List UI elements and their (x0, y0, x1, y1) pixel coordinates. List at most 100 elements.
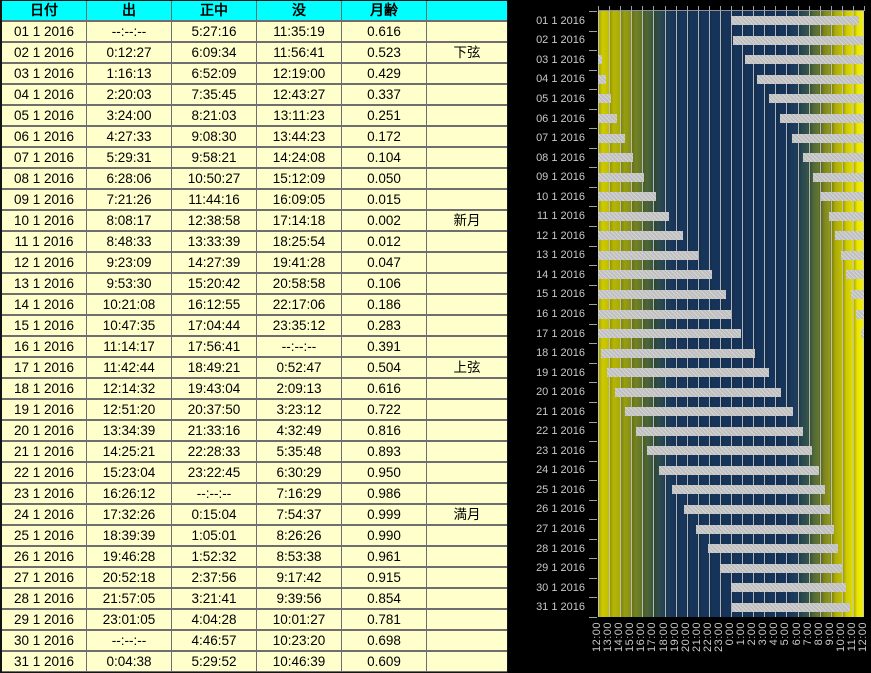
cell-age[interactable]: 0.012 (342, 232, 426, 251)
cell-rise[interactable]: 6:28:06 (87, 169, 171, 188)
cell-set[interactable]: 13:44:23 (257, 127, 341, 146)
cell-date[interactable]: 27 1 2016 (2, 568, 86, 587)
header-rise[interactable]: 出 (87, 1, 171, 20)
cell-phase[interactable] (427, 337, 507, 356)
cell-rise[interactable]: 11:14:17 (87, 337, 171, 356)
cell-transit[interactable]: 6:09:34 (172, 43, 256, 62)
cell-transit[interactable]: 9:58:21 (172, 148, 256, 167)
cell-phase[interactable] (427, 316, 507, 335)
cell-age[interactable]: 0.781 (342, 610, 426, 629)
cell-date[interactable]: 07 1 2016 (2, 148, 86, 167)
cell-age[interactable]: 0.609 (342, 652, 426, 671)
cell-transit[interactable]: 4:46:57 (172, 631, 256, 650)
cell-transit[interactable]: 11:44:16 (172, 190, 256, 209)
cell-set[interactable]: 2:09:13 (257, 379, 341, 398)
cell-age[interactable]: 0.523 (342, 43, 426, 62)
cell-date[interactable]: 14 1 2016 (2, 295, 86, 314)
cell-transit[interactable]: 1:05:01 (172, 526, 256, 545)
cell-set[interactable]: 17:14:18 (257, 211, 341, 230)
cell-set[interactable]: 9:39:56 (257, 589, 341, 608)
cell-date[interactable]: 21 1 2016 (2, 442, 86, 461)
cell-age[interactable]: 0.186 (342, 295, 426, 314)
cell-phase[interactable] (427, 190, 507, 209)
cell-rise[interactable]: 21:57:05 (87, 589, 171, 608)
cell-set[interactable]: 12:43:27 (257, 85, 341, 104)
cell-age[interactable]: 0.104 (342, 148, 426, 167)
cell-transit[interactable]: 16:12:55 (172, 295, 256, 314)
cell-set[interactable]: --:--:-- (257, 337, 341, 356)
cell-rise[interactable]: 13:34:39 (87, 421, 171, 440)
cell-rise[interactable]: 9:53:30 (87, 274, 171, 293)
cell-rise[interactable]: 10:47:35 (87, 316, 171, 335)
header-date[interactable]: 日付 (2, 1, 86, 20)
cell-age[interactable]: 0.283 (342, 316, 426, 335)
header-age[interactable]: 月齢 (342, 1, 426, 20)
cell-date[interactable]: 11 1 2016 (2, 232, 86, 251)
cell-age[interactable]: 0.002 (342, 211, 426, 230)
cell-set[interactable]: 23:35:12 (257, 316, 341, 335)
cell-rise[interactable]: --:--:-- (87, 631, 171, 650)
cell-transit[interactable]: 3:21:41 (172, 589, 256, 608)
cell-rise[interactable]: 9:23:09 (87, 253, 171, 272)
cell-date[interactable]: 26 1 2016 (2, 547, 86, 566)
cell-rise[interactable]: 0:04:38 (87, 652, 171, 671)
cell-date[interactable]: 04 1 2016 (2, 85, 86, 104)
cell-set[interactable]: 5:35:48 (257, 442, 341, 461)
cell-date[interactable]: 03 1 2016 (2, 64, 86, 83)
cell-transit[interactable]: 5:27:16 (172, 22, 256, 41)
cell-phase[interactable] (427, 169, 507, 188)
cell-age[interactable]: 0.915 (342, 568, 426, 587)
cell-date[interactable]: 29 1 2016 (2, 610, 86, 629)
cell-transit[interactable]: --:--:-- (172, 484, 256, 503)
header-transit[interactable]: 正中 (172, 1, 256, 20)
cell-phase[interactable] (427, 253, 507, 272)
cell-date[interactable]: 10 1 2016 (2, 211, 86, 230)
cell-phase[interactable] (427, 379, 507, 398)
cell-set[interactable]: 7:16:29 (257, 484, 341, 503)
cell-transit[interactable]: 10:50:27 (172, 169, 256, 188)
cell-set[interactable]: 8:26:26 (257, 526, 341, 545)
cell-date[interactable]: 02 1 2016 (2, 43, 86, 62)
cell-date[interactable]: 31 1 2016 (2, 652, 86, 671)
cell-phase[interactable]: 新月 (427, 211, 507, 230)
cell-phase[interactable]: 下弦 (427, 43, 507, 62)
cell-transit[interactable]: 0:15:04 (172, 505, 256, 524)
cell-age[interactable]: 0.106 (342, 274, 426, 293)
cell-transit[interactable]: 22:28:33 (172, 442, 256, 461)
cell-age[interactable]: 0.893 (342, 442, 426, 461)
cell-date[interactable]: 05 1 2016 (2, 106, 86, 125)
cell-date[interactable]: 22 1 2016 (2, 463, 86, 482)
cell-age[interactable]: 0.429 (342, 64, 426, 83)
cell-set[interactable]: 20:58:58 (257, 274, 341, 293)
cell-rise[interactable]: 3:24:00 (87, 106, 171, 125)
cell-date[interactable]: 15 1 2016 (2, 316, 86, 335)
cell-transit[interactable]: 21:33:16 (172, 421, 256, 440)
cell-rise[interactable]: 5:29:31 (87, 148, 171, 167)
cell-set[interactable]: 14:24:08 (257, 148, 341, 167)
cell-phase[interactable] (427, 148, 507, 167)
cell-rise[interactable]: 20:52:18 (87, 568, 171, 587)
cell-age[interactable]: 0.015 (342, 190, 426, 209)
cell-transit[interactable]: 15:20:42 (172, 274, 256, 293)
cell-phase[interactable] (427, 274, 507, 293)
cell-age[interactable]: 0.616 (342, 379, 426, 398)
cell-date[interactable]: 30 1 2016 (2, 631, 86, 650)
cell-date[interactable]: 12 1 2016 (2, 253, 86, 272)
cell-age[interactable]: 0.986 (342, 484, 426, 503)
cell-age[interactable]: 0.047 (342, 253, 426, 272)
cell-age[interactable]: 0.854 (342, 589, 426, 608)
cell-transit[interactable]: 12:38:58 (172, 211, 256, 230)
cell-rise[interactable]: 11:42:44 (87, 358, 171, 377)
cell-age[interactable]: 0.391 (342, 337, 426, 356)
cell-age[interactable]: 0.950 (342, 463, 426, 482)
cell-phase[interactable] (427, 421, 507, 440)
cell-set[interactable]: 22:17:06 (257, 295, 341, 314)
cell-set[interactable]: 10:46:39 (257, 652, 341, 671)
cell-set[interactable]: 10:23:20 (257, 631, 341, 650)
cell-set[interactable]: 15:12:09 (257, 169, 341, 188)
cell-date[interactable]: 25 1 2016 (2, 526, 86, 545)
cell-transit[interactable]: 5:29:52 (172, 652, 256, 671)
cell-set[interactable]: 0:52:47 (257, 358, 341, 377)
cell-age[interactable]: 0.504 (342, 358, 426, 377)
cell-phase[interactable] (427, 610, 507, 629)
